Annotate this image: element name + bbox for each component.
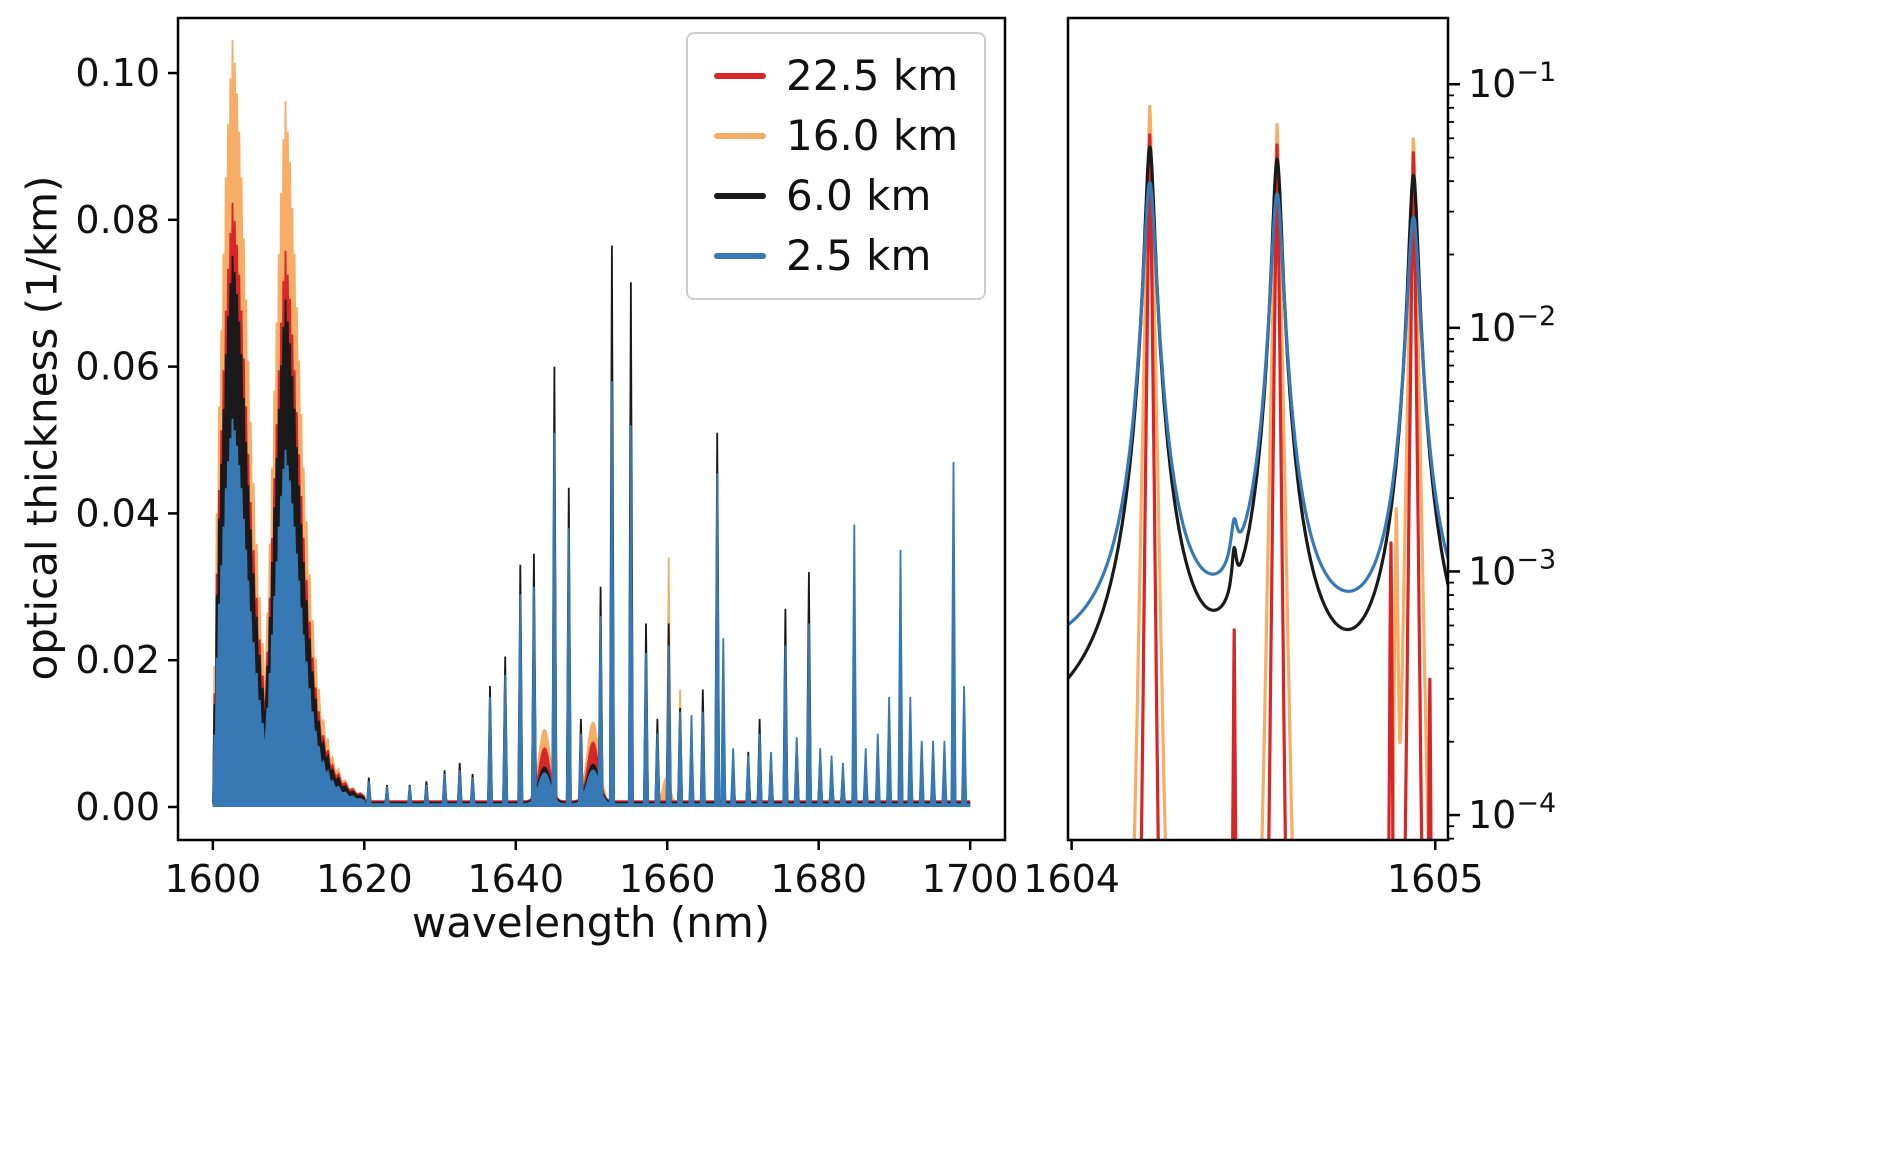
series-area-2.5km (212, 381, 971, 807)
x-tick-label: 1640 (467, 857, 564, 901)
legend-label: 6.0 km (786, 171, 932, 220)
left-panel: 1600 1620 1640 1660 1680 1700 0.00 0.02 0.04 0.06… (75, 16, 1019, 901)
left-axes-box (176, 16, 1007, 842)
legend-swatch-red (714, 73, 766, 79)
legend-swatch-orange (714, 133, 766, 139)
x-tick-label: 1605 (1387, 857, 1484, 901)
x-tick-label: 1680 (770, 857, 867, 901)
y-axis-label: optical thickness (1/km) (17, 175, 67, 681)
zoom-series (1068, 104, 1448, 840)
y-tick-label: 0.06 (75, 345, 160, 389)
x-tick-label: 1604 (1023, 857, 1120, 901)
y-tick-label: 0.02 (75, 638, 160, 682)
x-tick-label: 1620 (316, 857, 413, 901)
zoom-line-2.5km (1068, 181, 1448, 627)
x-tick-label: 1600 (164, 857, 261, 901)
zoom-axes: 1604 1605 10−1 10−2 10−3 10−4 (1023, 16, 1556, 901)
y-tick-label: 0.08 (75, 198, 160, 242)
legend-swatch-blue (714, 253, 766, 259)
x-tick-label: 1660 (619, 857, 716, 901)
legend-item: 16.0 km (714, 112, 958, 160)
legend-item: 2.5 km (714, 232, 958, 280)
y-tick-label: 10−1 (1468, 57, 1556, 106)
y-tick-label: 10−2 (1468, 301, 1556, 350)
x-axis-label: wavelength (nm) (411, 898, 771, 947)
legend: 22.5 km 16.0 km 6.0 km 2.5 km (686, 32, 987, 300)
y-tick-label: 10−3 (1468, 544, 1556, 593)
y-tick-label: 0.04 (75, 491, 160, 535)
zoom-line-16.0km (1132, 104, 1430, 840)
y-tick-label: 10−4 (1468, 788, 1556, 837)
legend-label: 22.5 km (786, 51, 959, 100)
legend-swatch-black (714, 193, 766, 199)
y-tick-label: 0.10 (75, 51, 160, 95)
y-tick-label: 0.00 (75, 785, 160, 829)
legend-label: 2.5 km (786, 231, 932, 280)
legend-label: 16.0 km (786, 111, 959, 160)
legend-item: 6.0 km (714, 172, 958, 220)
series-line-2.5km (211, 381, 971, 806)
legend-item: 22.5 km (714, 52, 958, 100)
zoom-line-22.5km (1139, 133, 1433, 840)
x-tick-label: 1700 (922, 857, 1019, 901)
zoom-axes-box (1066, 16, 1450, 842)
